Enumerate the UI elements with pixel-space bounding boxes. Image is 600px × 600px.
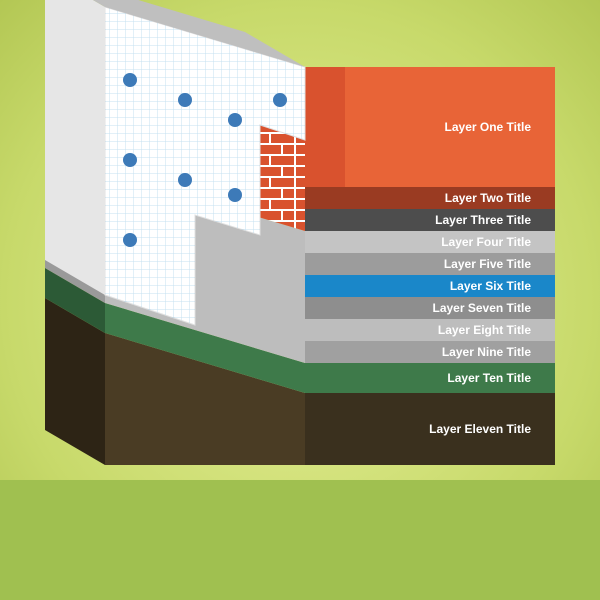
legend-label: Layer Four Title: [441, 236, 531, 248]
legend-label: Layer Eleven Title: [429, 423, 531, 435]
legend-label: Layer Nine Title: [442, 346, 531, 358]
anchor-icon: [178, 173, 192, 187]
legend-row: Layer Two Title: [330, 187, 555, 209]
legend-label: Layer Ten Title: [447, 372, 531, 384]
legend-row: Layer One Title: [330, 67, 555, 187]
legend-row: Layer Eight Title: [330, 319, 555, 341]
legend-label: Layer Two Title: [445, 192, 531, 204]
legend-row: Layer Four Title: [330, 231, 555, 253]
legend-label: Layer Seven Title: [433, 302, 532, 314]
legend-row: Layer Seven Title: [330, 297, 555, 319]
flat-face: [305, 67, 345, 465]
legend-row: Layer Five Title: [330, 253, 555, 275]
legend-row: Layer Eleven Title: [330, 393, 555, 465]
legend-row: Layer Three Title: [330, 209, 555, 231]
anchor-icon: [228, 188, 242, 202]
wall-cross-section: [45, 45, 345, 515]
legend-label: Layer Five Title: [444, 258, 531, 270]
board-side: [45, 0, 105, 295]
legend-label: Layer One Title: [445, 121, 531, 133]
legend: Layer One Title Layer Two Title Layer Thre…: [330, 67, 555, 465]
anchor-icon: [228, 113, 242, 127]
anchor-icon: [178, 93, 192, 107]
legend-row: Layer Six Title: [330, 275, 555, 297]
anchor-icon: [123, 73, 137, 87]
iso-wall: [45, 0, 305, 465]
legend-row: Layer Nine Title: [330, 341, 555, 363]
legend-label: Layer Three Title: [435, 214, 531, 226]
diagram-stage: Layer One Title Layer Two Title Layer Thre…: [45, 45, 555, 515]
anchor-icon: [273, 93, 287, 107]
anchor-icon: [123, 233, 137, 247]
anchor-icon: [123, 153, 137, 167]
legend-row: Layer Ten Title: [330, 363, 555, 393]
legend-label: Layer Eight Title: [438, 324, 531, 336]
legend-label: Layer Six Title: [450, 280, 531, 292]
